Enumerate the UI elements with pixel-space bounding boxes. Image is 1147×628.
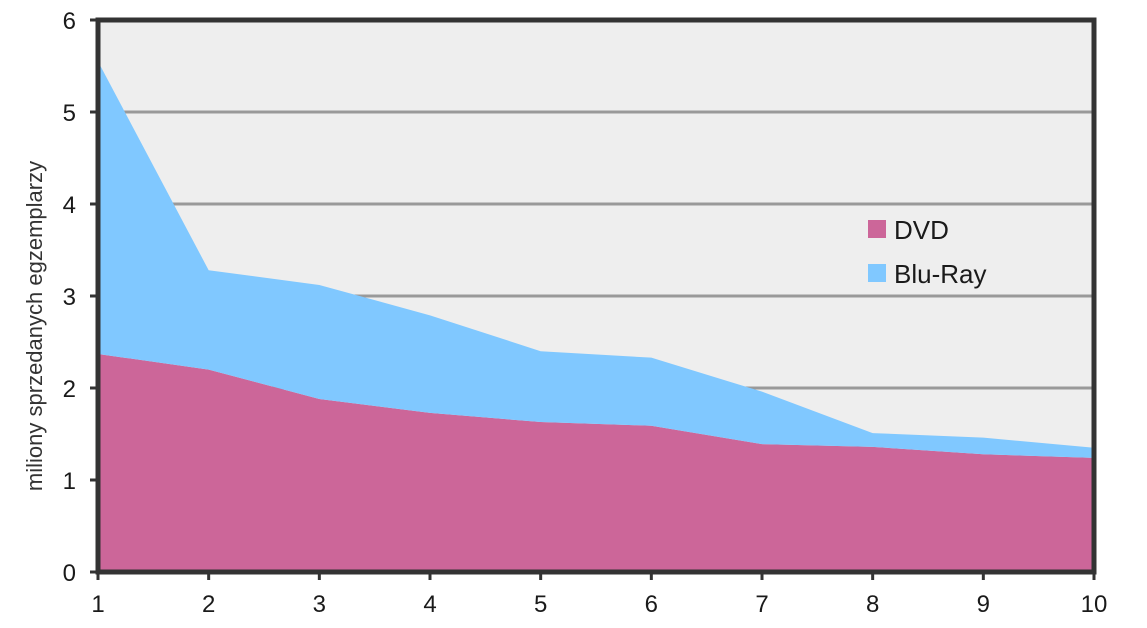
y-tick-label: 5 [63,100,76,127]
y-axis-ticks: 0 1 2 3 4 5 6 [63,8,98,587]
y-tick-label: 4 [63,192,76,219]
y-axis-title: miliony sprzedanych egzemplarzy [22,161,47,491]
x-tick-label: 8 [866,591,879,618]
x-tick-label: 1 [91,591,104,618]
series-area-blu-ray [98,61,1094,458]
x-tick-label: 5 [534,591,547,618]
x-tick-label: 6 [645,591,658,618]
x-tick-label: 7 [755,591,768,618]
x-axis-ticks: 1 2 3 4 5 6 7 8 9 10 [91,572,1107,618]
y-tick-label: 0 [63,560,76,587]
legend-label: Blu-Ray [894,259,986,289]
x-tick-label: 10 [1081,591,1108,618]
y-tick-label: 6 [63,8,76,35]
x-tick-label: 9 [977,591,990,618]
legend-swatch [868,220,886,238]
x-tick-label: 3 [313,591,326,618]
legend-label: DVD [894,215,949,245]
legend: DVD Blu-Ray [868,215,986,289]
series-areas [98,61,1094,572]
x-tick-label: 4 [423,591,436,618]
y-tick-label: 1 [63,468,76,495]
x-tick-label: 2 [202,591,215,618]
y-tick-label: 3 [63,284,76,311]
legend-swatch [868,264,886,282]
y-tick-label: 2 [63,376,76,403]
series-area-dvd [98,353,1094,572]
